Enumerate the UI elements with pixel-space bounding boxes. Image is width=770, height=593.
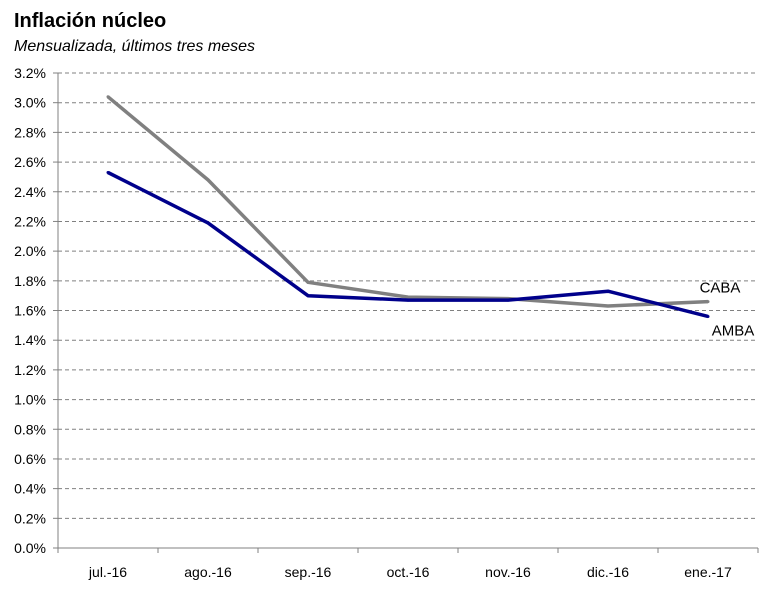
data-point-amba: [406, 298, 410, 302]
y-tick-label: 1.2%: [14, 362, 46, 378]
data-point-caba: [106, 95, 110, 99]
y-tick-label: 1.4%: [14, 332, 46, 348]
y-tick-label: 2.2%: [14, 213, 46, 229]
series-line-caba: [106, 95, 709, 308]
x-tick-label: nov.-16: [485, 564, 531, 580]
y-tick-label: 2.8%: [14, 124, 46, 140]
y-tick-label: 3.0%: [14, 95, 46, 111]
chart-subtitle: Mensualizada, últimos tres meses: [14, 38, 255, 55]
data-point-amba: [506, 298, 510, 302]
x-tick-label: ago.-16: [184, 564, 232, 580]
x-tick-label: oct.-16: [387, 564, 430, 580]
data-point-amba: [106, 170, 110, 174]
x-tick-label: jul.-16: [88, 564, 127, 580]
data-point-amba: [606, 289, 610, 293]
data-point-caba: [706, 300, 710, 304]
y-tick-label: 2.6%: [14, 154, 46, 170]
x-tick-label: dic.-16: [587, 564, 629, 580]
series-label-amba: AMBA: [712, 322, 755, 339]
chart-title: Inflación núcleo: [14, 10, 167, 32]
y-tick-label: 0.6%: [14, 451, 46, 467]
y-tick-label: 0.8%: [14, 421, 46, 437]
y-tick-label: 2.0%: [14, 243, 46, 259]
series-line-amba: [107, 170, 709, 319]
y-tick-label: 1.8%: [14, 273, 46, 289]
data-point-caba: [606, 304, 610, 308]
x-tick-label: ene.-17: [684, 564, 732, 580]
data-point-caba: [206, 178, 210, 182]
x-tick-label: sep.-16: [285, 564, 332, 580]
y-tick-label: 1.0%: [14, 392, 46, 408]
data-point-caba: [306, 280, 310, 284]
y-tick-label: 0.4%: [14, 481, 46, 497]
y-tick-label: 1.6%: [14, 303, 46, 319]
data-point-amba: [706, 314, 710, 318]
data-point-amba: [306, 294, 310, 298]
y-tick-label: 0.2%: [14, 510, 46, 526]
series-label-caba: CABA: [700, 280, 741, 297]
y-tick-label: 0.0%: [14, 540, 46, 556]
y-tick-label: 2.4%: [14, 184, 46, 200]
y-tick-label: 3.2%: [14, 65, 46, 81]
data-point-caba: [406, 295, 410, 299]
data-point-amba: [206, 221, 210, 225]
